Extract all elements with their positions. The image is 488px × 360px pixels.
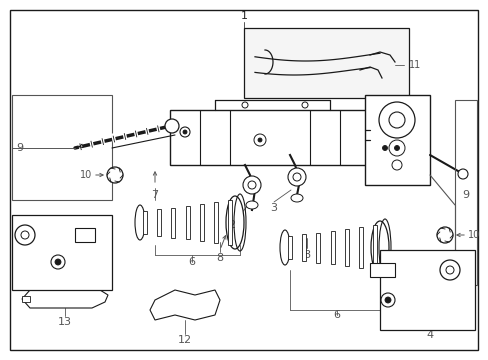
Bar [227, 200, 231, 245]
Bar [302, 234, 305, 261]
Ellipse shape [245, 201, 258, 209]
Text: 12: 12 [178, 335, 192, 345]
Bar [287, 236, 291, 259]
Text: 4: 4 [426, 330, 433, 340]
Ellipse shape [370, 221, 388, 274]
Text: 10: 10 [467, 230, 479, 240]
Circle shape [164, 119, 179, 133]
Bar [157, 210, 161, 236]
Bar [454, 100, 476, 285]
Text: 5: 5 [407, 295, 413, 305]
Bar [369, 263, 394, 277]
Circle shape [51, 255, 65, 269]
Text: 9: 9 [462, 190, 468, 200]
Circle shape [382, 145, 386, 150]
Circle shape [258, 138, 262, 142]
Ellipse shape [135, 205, 145, 240]
Bar [142, 211, 147, 234]
Bar [171, 207, 175, 238]
Bar [75, 228, 95, 242]
Text: 13: 13 [58, 317, 72, 327]
Circle shape [180, 127, 190, 137]
Circle shape [107, 167, 123, 183]
Text: 8: 8 [303, 250, 310, 260]
Text: 8: 8 [216, 253, 223, 263]
Bar [12, 95, 112, 200]
Circle shape [21, 231, 29, 239]
Text: 9: 9 [17, 143, 23, 153]
Circle shape [439, 260, 459, 280]
Ellipse shape [225, 196, 244, 249]
Bar [185, 206, 189, 239]
Polygon shape [150, 290, 220, 320]
Circle shape [243, 176, 261, 194]
Text: 6: 6 [333, 310, 340, 320]
Bar [344, 229, 348, 266]
Text: 5: 5 [78, 257, 84, 267]
Bar [372, 225, 376, 270]
Bar [170, 110, 369, 165]
Bar [244, 28, 408, 98]
Circle shape [394, 145, 399, 150]
Bar [213, 202, 217, 243]
Text: 7: 7 [386, 290, 393, 300]
Text: 6: 6 [188, 257, 195, 267]
Circle shape [183, 130, 186, 134]
Text: 1: 1 [240, 11, 247, 21]
Circle shape [55, 259, 61, 265]
Bar [199, 204, 203, 241]
Circle shape [436, 227, 452, 243]
Circle shape [292, 173, 301, 181]
Bar [364, 95, 429, 185]
Text: 10: 10 [80, 170, 92, 180]
Bar [12, 215, 112, 290]
Polygon shape [22, 290, 108, 308]
Ellipse shape [280, 230, 289, 265]
Text: 3: 3 [270, 203, 277, 213]
Circle shape [457, 169, 467, 179]
Text: 7: 7 [151, 190, 158, 200]
Circle shape [15, 225, 35, 245]
Polygon shape [22, 296, 30, 302]
Ellipse shape [290, 194, 303, 202]
Text: 2: 2 [228, 220, 235, 230]
Bar [316, 233, 320, 262]
Circle shape [247, 181, 256, 189]
Circle shape [384, 297, 390, 303]
Bar [358, 227, 362, 268]
Text: 4: 4 [59, 290, 65, 300]
Circle shape [380, 293, 394, 307]
Text: 11: 11 [408, 60, 420, 70]
Circle shape [287, 168, 305, 186]
Bar [379, 250, 474, 330]
Circle shape [445, 266, 453, 274]
Bar [330, 231, 334, 264]
